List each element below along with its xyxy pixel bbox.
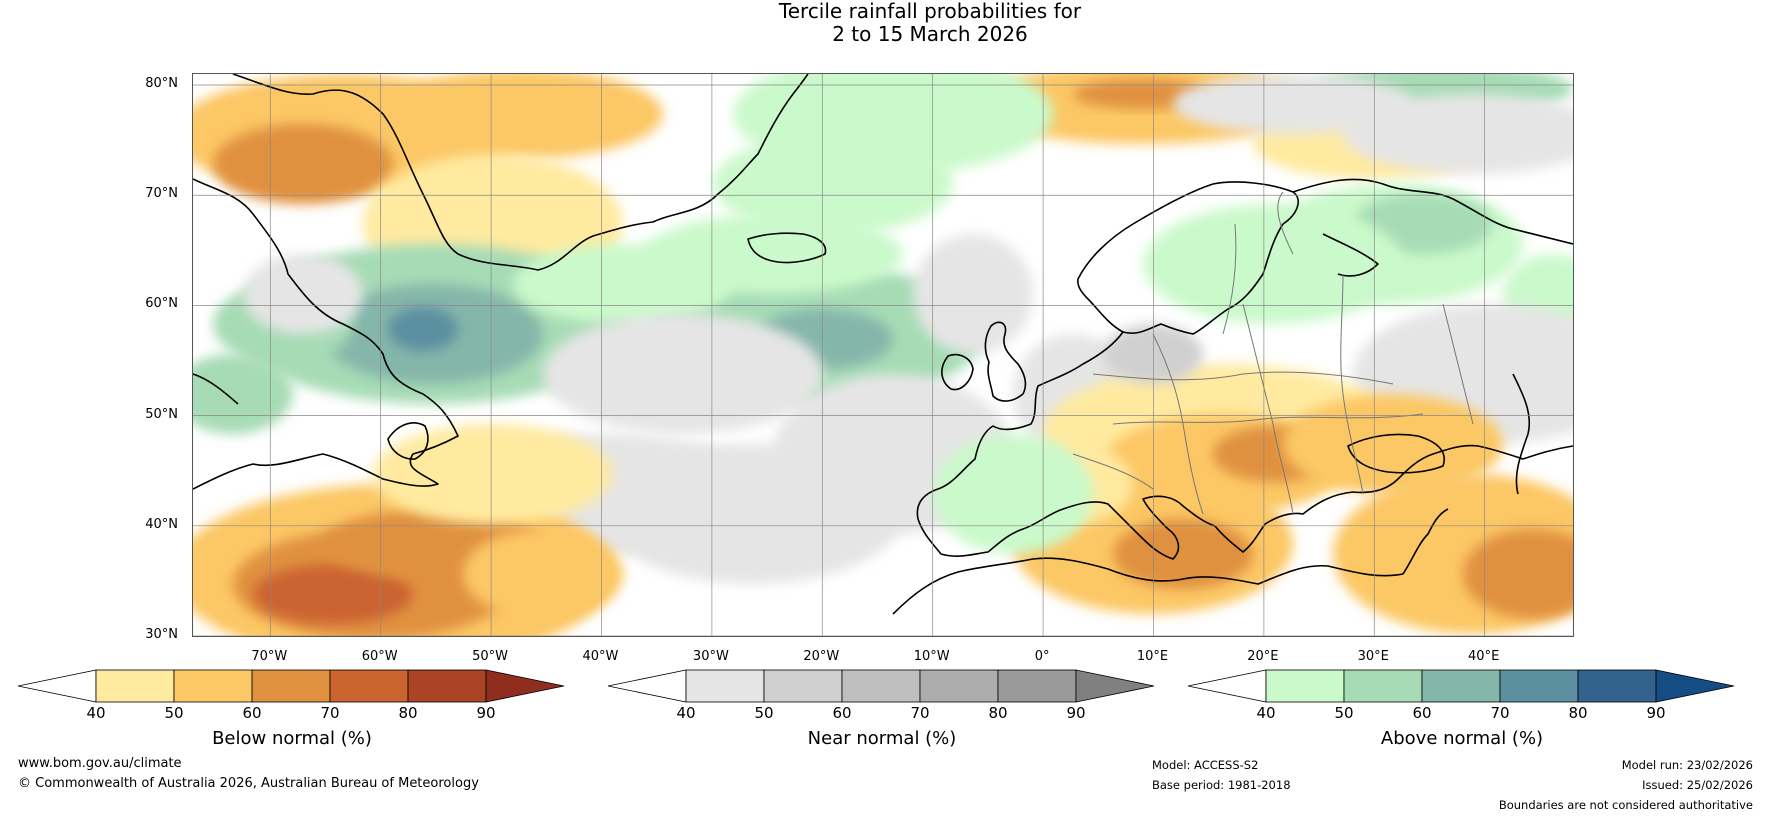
model-name: Model: ACCESS-S2 <box>1152 758 1259 772</box>
colorbar-extend-high <box>1655 669 1735 703</box>
colorbar-tick-label: 40 <box>1256 704 1276 722</box>
longitude-label: 10°E <box>1136 649 1169 664</box>
latitude-label: 40°N <box>145 516 178 532</box>
latitude-label: 50°N <box>145 406 178 422</box>
tercile-map <box>193 74 1573 636</box>
colorbar-swatch <box>329 669 409 703</box>
colorbar-tick-label: 70 <box>1490 704 1510 722</box>
levant-coast <box>1402 508 1449 575</box>
colorbar-above-normal <box>1187 668 1736 704</box>
longitude-label: 40°E <box>1468 649 1500 664</box>
longitude-label: 20°E <box>1247 649 1279 664</box>
colorbar-tick-label: 50 <box>1334 704 1354 722</box>
iceland-coast <box>747 232 827 264</box>
ireland-coast <box>941 353 974 391</box>
colorbar-swatch <box>841 669 921 703</box>
colorbar-tick-label: 40 <box>86 704 106 722</box>
latitude-label: 80°N <box>145 76 178 92</box>
colorbar-tick-label: 80 <box>398 704 418 722</box>
colorbar-extend-low <box>17 669 97 703</box>
colorbar-tick-label: 50 <box>754 704 774 722</box>
colorbar-swatches <box>607 669 1155 703</box>
longitude-label: 10°W <box>913 649 950 664</box>
colorbar-near-normal <box>607 668 1156 704</box>
base-period: Base period: 1981-2018 <box>1152 778 1291 792</box>
colorbar-extend-high <box>1075 669 1155 703</box>
colorbar-swatch <box>685 669 765 703</box>
latitude-label: 30°N <box>145 627 178 642</box>
greenland-coast <box>232 74 809 271</box>
website-link[interactable]: www.bom.gov.au/climate <box>18 756 182 771</box>
colorbar-swatch <box>1499 669 1579 703</box>
longitude-label: 0° <box>1034 649 1050 664</box>
longitude-label: 30°E <box>1357 649 1389 664</box>
longitude-label: 50°W <box>472 649 509 664</box>
colorbar-swatch <box>997 669 1077 703</box>
newfoundland-coast <box>387 422 429 460</box>
latitude-label: 70°N <box>145 186 178 202</box>
colorbar-swatch <box>251 669 331 703</box>
graticule <box>193 74 1573 636</box>
colorbar-extend-high <box>485 669 565 703</box>
longitude-label: 60°W <box>361 649 398 664</box>
longitude-label: 30°W <box>692 649 729 664</box>
labrador-coast <box>193 178 459 490</box>
colorbar-tick-label: 70 <box>910 704 930 722</box>
colorbar-tick-label: 60 <box>832 704 852 722</box>
colorbar-tick-label: 50 <box>164 704 184 722</box>
latitude-label: 60°N <box>145 296 178 312</box>
africa-coast <box>892 557 1404 615</box>
longitude-label: 70°W <box>251 649 288 664</box>
colorbar-swatch <box>1265 669 1345 703</box>
colorbar-swatch <box>763 669 843 703</box>
model-run-date: Model run: 23/02/2026 <box>1621 758 1753 772</box>
colorbar-tick-label: 80 <box>988 704 1008 722</box>
longitude-label: 20°W <box>803 649 840 664</box>
map-title: Tercile rainfall probabilities for 2 to … <box>778 0 1082 46</box>
colorbar-swatch <box>1421 669 1501 703</box>
colorbar-extend-low <box>607 669 687 703</box>
britain-coast <box>984 321 1027 402</box>
country-borders <box>1072 191 1474 515</box>
colorbar-swatch <box>1343 669 1423 703</box>
probability-shading <box>193 74 1573 636</box>
colorbar-tick-label: 90 <box>476 704 496 722</box>
colorbar-swatch <box>919 669 999 703</box>
map-panel[interactable] <box>192 73 1574 637</box>
colorbar-label-below: Below normal (%) <box>212 728 372 749</box>
caspian-coast <box>1512 373 1531 495</box>
colorbar-label-above: Above normal (%) <box>1380 728 1544 749</box>
colorbar-extend-low <box>1187 669 1267 703</box>
colorbar-tick-label: 90 <box>1646 704 1666 722</box>
colorbar-swatches <box>1187 669 1735 703</box>
white-sea-coast <box>1322 233 1379 277</box>
issued-date: Issued: 25/02/2026 <box>1642 778 1753 792</box>
colorbar-label-near: Near normal (%) <box>807 728 957 749</box>
colorbar-tick-label: 90 <box>1066 704 1086 722</box>
copyright-text: © Commonwealth of Australia 2026, Austra… <box>18 776 479 791</box>
colorbar-tick-label: 60 <box>1412 704 1432 722</box>
colorbar-swatch <box>407 669 487 703</box>
coastlines <box>193 74 1573 615</box>
colorbar-swatch <box>95 669 175 703</box>
colorbar-swatch <box>173 669 253 703</box>
hudson-coast <box>193 373 239 405</box>
disclaimer-text: Boundaries are not considered authoritat… <box>1498 798 1753 812</box>
black-sea-coast <box>1347 433 1445 474</box>
colorbar-below-normal <box>17 668 566 704</box>
colorbar-swatches <box>17 669 565 703</box>
colorbar-tick-label: 60 <box>242 704 262 722</box>
colorbar-tick-label: 40 <box>676 704 696 722</box>
longitude-label: 40°W <box>582 649 619 664</box>
russia-north-coast <box>1292 178 1573 245</box>
colorbar-tick-label: 70 <box>320 704 340 722</box>
colorbar-tick-label: 80 <box>1568 704 1588 722</box>
colorbar-swatch <box>1577 669 1657 703</box>
